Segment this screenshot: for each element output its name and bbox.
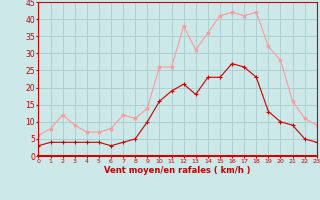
- X-axis label: Vent moyen/en rafales ( km/h ): Vent moyen/en rafales ( km/h ): [104, 166, 251, 175]
